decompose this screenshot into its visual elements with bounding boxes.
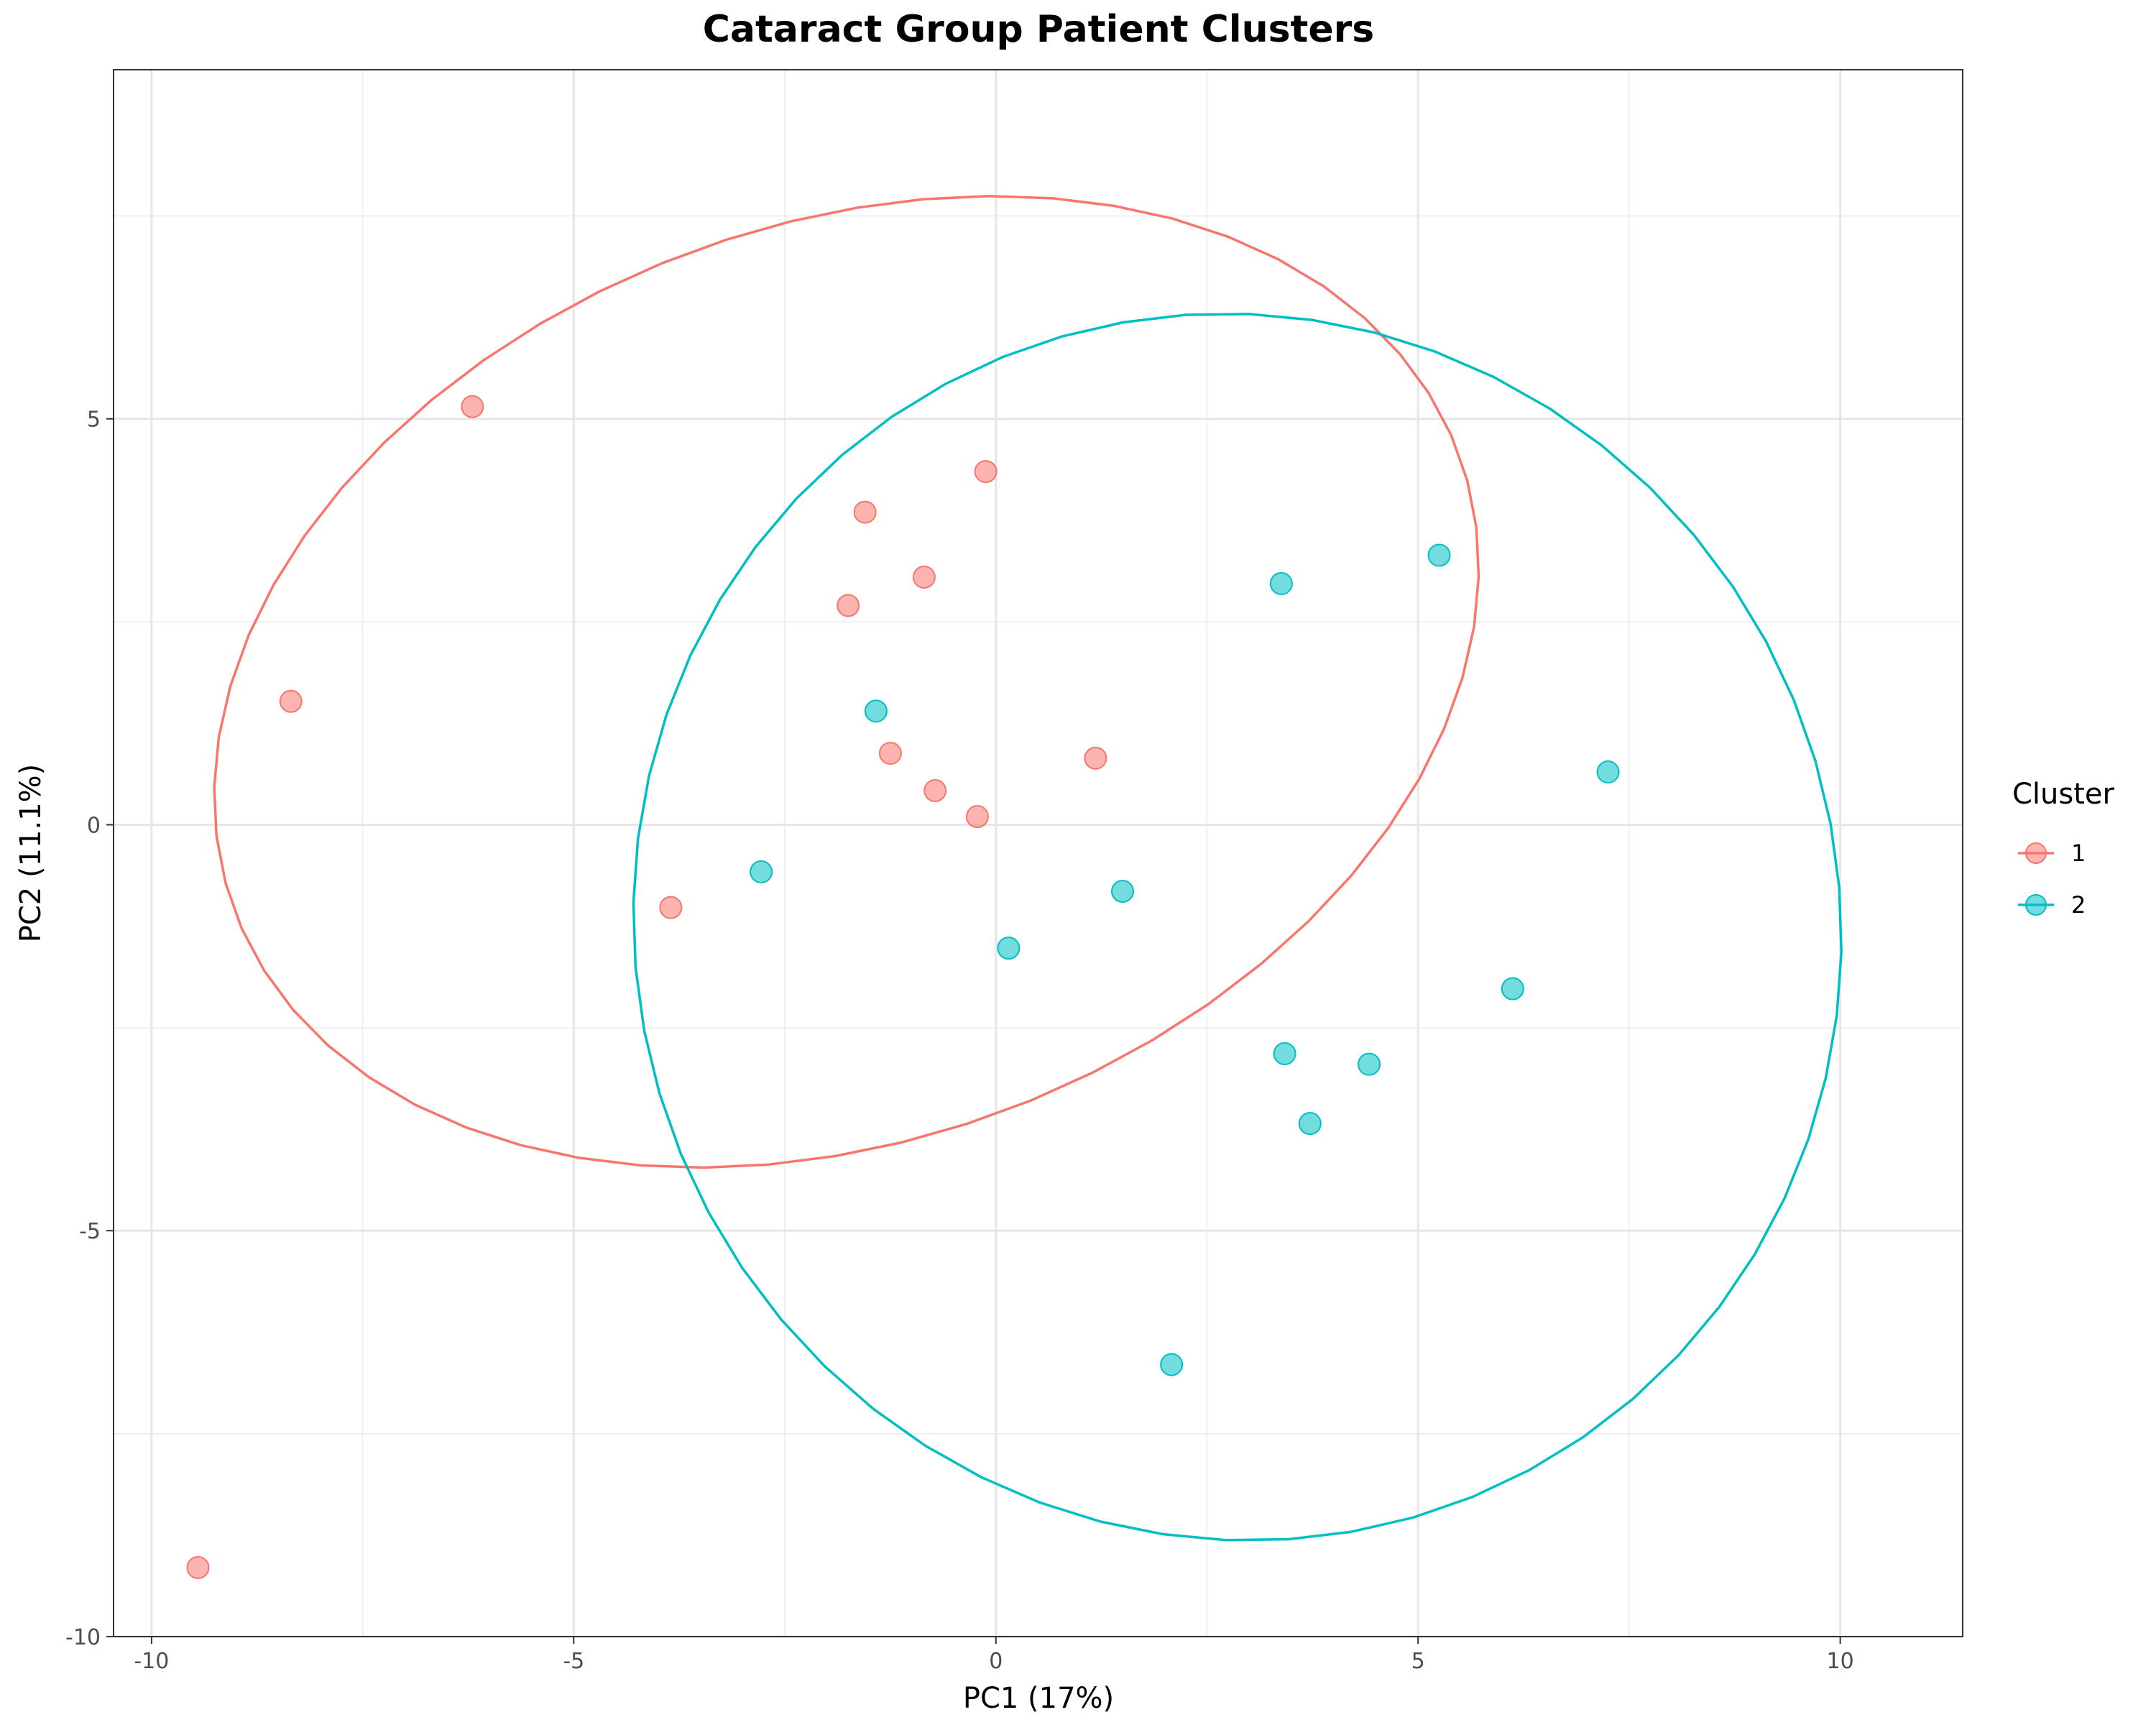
- plot-border: [113, 69, 1963, 1637]
- cluster-1-point: [912, 565, 936, 589]
- cluster-1-point: [461, 395, 484, 418]
- cluster-1-point: [923, 779, 947, 803]
- grid-minor: [114, 70, 1963, 1637]
- x-tick-label: -10: [134, 1649, 169, 1674]
- x-tick-label: 10: [1827, 1649, 1854, 1674]
- plot-area: [113, 69, 1963, 1638]
- y-tick-label: -10: [65, 1625, 101, 1650]
- cluster-1-point: [1084, 746, 1107, 770]
- cluster-1-point: [837, 594, 860, 617]
- cluster-2-point: [1273, 1041, 1296, 1065]
- legend: Cluster 12: [2012, 778, 2115, 919]
- y-axis: -10 -5 0 5: [65, 408, 114, 1650]
- y-tick-label: 0: [87, 813, 101, 838]
- legend-key-point: [2025, 894, 2047, 916]
- cluster-1-point: [853, 500, 877, 524]
- cluster-1-point: [974, 460, 998, 484]
- cluster-1-point: [279, 689, 303, 713]
- x-tick-label: 0: [989, 1649, 1003, 1674]
- y-tick-label: 5: [87, 408, 101, 433]
- cluster-2-ellipse: [632, 313, 1843, 1542]
- legend-title: Cluster: [2012, 778, 2115, 811]
- cluster-2-point: [1298, 1112, 1322, 1136]
- legend-label: 1: [2071, 840, 2086, 867]
- legend-entries: 12: [2018, 840, 2086, 919]
- cluster-2-point: [1501, 977, 1524, 1000]
- x-tick-label: -5: [563, 1649, 584, 1674]
- cluster-2-point: [864, 699, 888, 723]
- legend-key-point: [2025, 842, 2047, 864]
- cluster-2-point: [1596, 760, 1620, 784]
- chart-title: Cataract Group Patient Clusters: [703, 8, 1375, 51]
- cluster-2-point: [1269, 571, 1293, 595]
- cluster-2-point: [997, 937, 1021, 960]
- cluster-2-point: [1358, 1052, 1381, 1076]
- plot-background: [114, 70, 1963, 1637]
- cluster-2-point: [1110, 880, 1134, 903]
- x-axis: -10 -5 0 5 10: [134, 1637, 1854, 1674]
- x-tick-label: 5: [1411, 1649, 1425, 1674]
- cluster-1-point: [659, 896, 683, 919]
- cluster-2-point: [1427, 543, 1451, 567]
- cluster-1-ellipse: [213, 195, 1480, 1169]
- cluster-1-point: [186, 1555, 210, 1579]
- x-axis-label: PC1 (17%): [963, 1682, 1114, 1715]
- legend-label: 2: [2071, 891, 2086, 919]
- cluster-1-point: [878, 742, 902, 765]
- y-axis-label: PC2 (11.1%): [14, 764, 47, 943]
- legend-entry-1: 1: [2018, 840, 2086, 867]
- cluster-2-point: [750, 860, 773, 883]
- cluster-ellipses: [213, 195, 1843, 1542]
- data-points: [186, 395, 1620, 1579]
- y-tick-label: -5: [79, 1219, 101, 1244]
- legend-entry-2: 2: [2018, 891, 2086, 919]
- cluster-2-point: [1160, 1353, 1184, 1376]
- cluster-1-point: [965, 805, 989, 829]
